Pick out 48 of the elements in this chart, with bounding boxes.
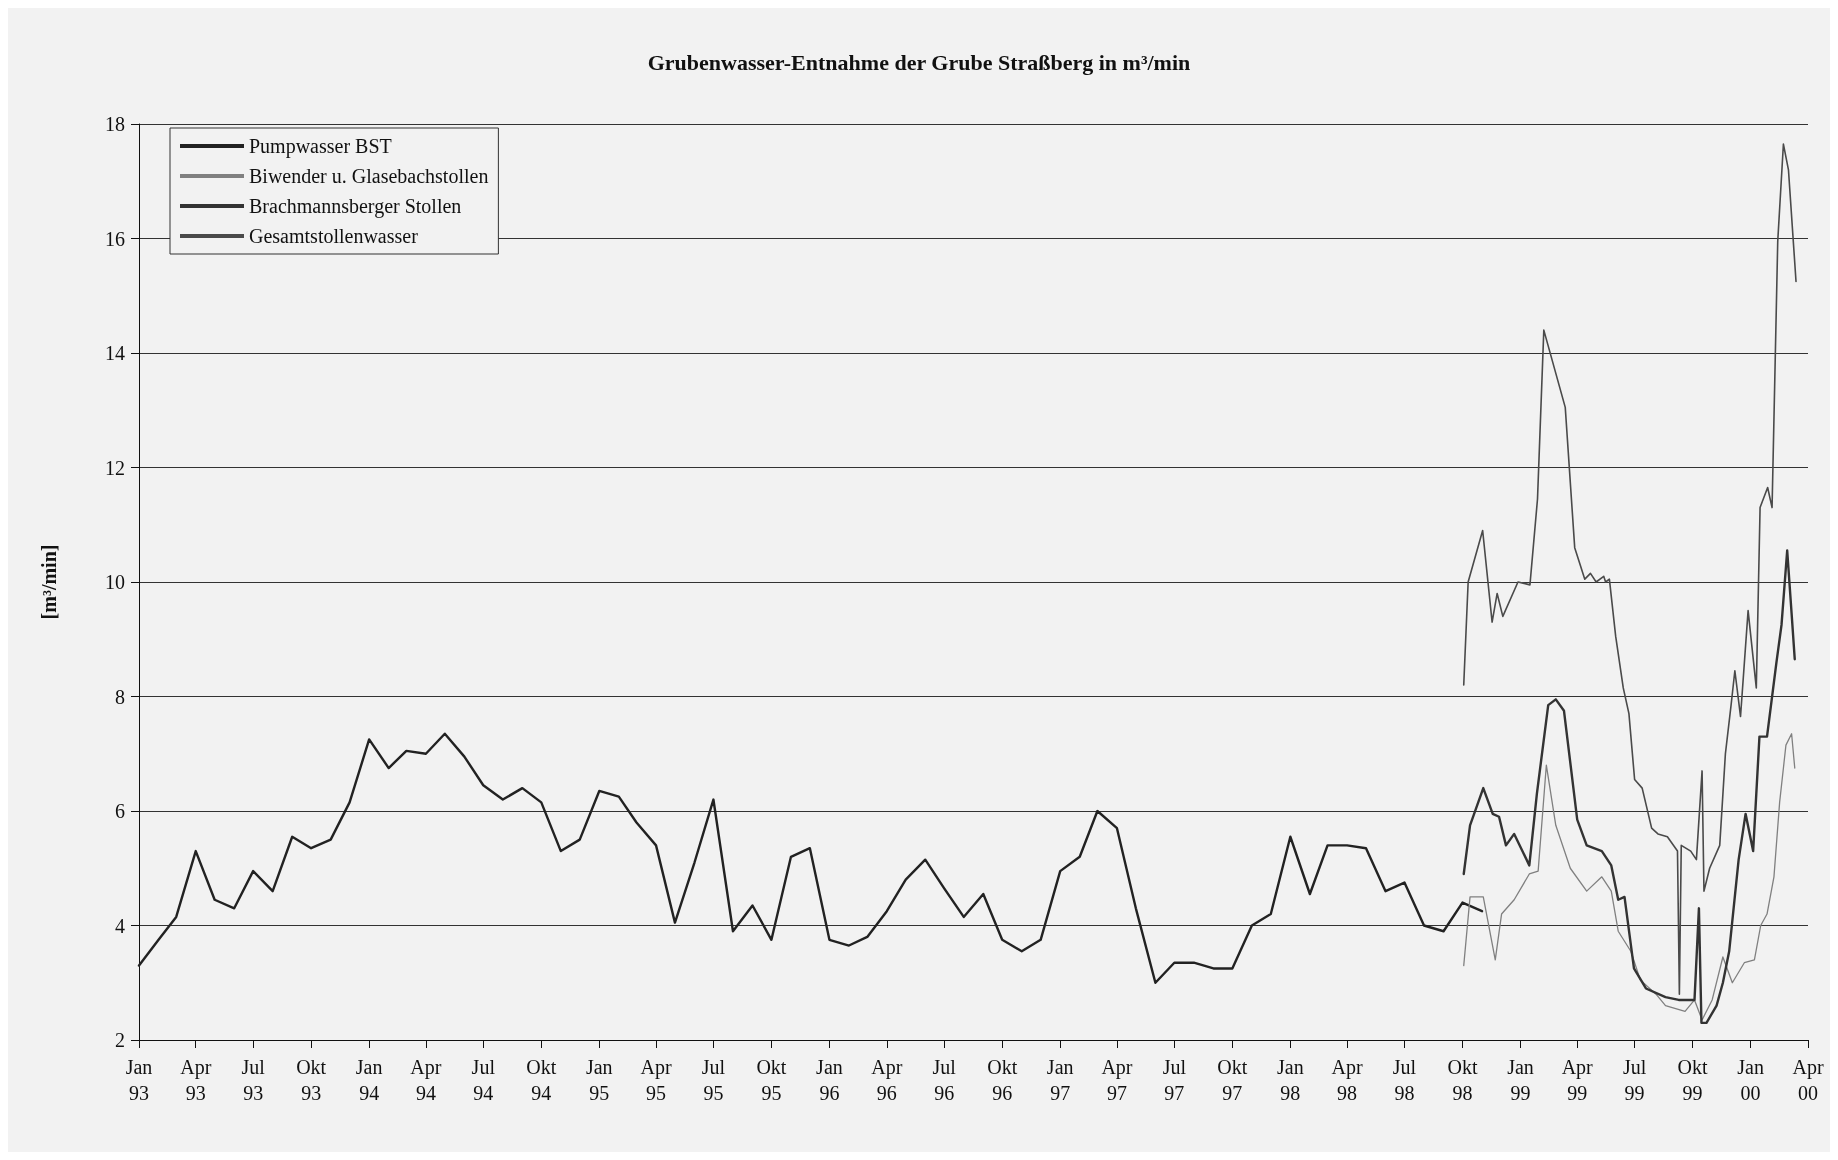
x-tick-label: Jan 93	[125, 1056, 153, 1104]
y-tick-label: 14	[105, 342, 125, 364]
x-tick-label: Apr 96	[871, 1056, 903, 1104]
y-tick-label: 10	[105, 571, 125, 593]
x-tick-label: Jul 98	[1392, 1056, 1417, 1104]
x-tick-label: Okt 97	[1217, 1056, 1248, 1104]
x-tick-label: Apr 93	[180, 1056, 212, 1104]
x-tick-label: Apr 98	[1331, 1056, 1363, 1104]
x-tick-label: Jul 97	[1162, 1056, 1187, 1104]
y-tick-label: 12	[105, 456, 125, 479]
x-tick-label: Jan 97	[1046, 1056, 1074, 1104]
line-series	[137, 732, 1484, 984]
x-tick-label: Okt 93	[296, 1056, 327, 1104]
legend-label: Biwender u. Glasebachstollen	[249, 165, 489, 187]
x-tick-label: Okt 99	[1677, 1056, 1709, 1104]
x-tick-label: Apr 97	[1101, 1056, 1133, 1104]
legend-label: Gesamtstollenwasser	[249, 225, 419, 247]
x-tick-label: Jul 99	[1622, 1056, 1647, 1104]
x-tick-label: Jan 98	[1277, 1056, 1304, 1104]
x-tick-label: Apr 95	[640, 1056, 672, 1104]
x-tick-label: Apr 99	[1561, 1056, 1594, 1104]
x-tick-label: Okt 98	[1447, 1056, 1478, 1104]
x-tick-label: Jul 94	[471, 1056, 496, 1104]
x-tick-label: Jul 93	[241, 1056, 266, 1104]
x-tick-label: Okt 95	[756, 1056, 787, 1104]
x-tick-label: Jul 96	[932, 1056, 957, 1104]
x-tick-label: Jan 96	[816, 1056, 843, 1104]
y-tick-label: 6	[115, 800, 125, 822]
x-tick-label: Okt 94	[526, 1056, 557, 1104]
x-tick-label: Jan 95	[585, 1056, 613, 1104]
legend-label: Pumpwasser BST	[249, 135, 392, 158]
x-tick-label: Okt 96	[987, 1056, 1018, 1104]
y-tick-label: 18	[105, 113, 125, 135]
x-tick-label: Jan 00	[1737, 1056, 1764, 1104]
x-tick-label: Jan 94	[355, 1056, 383, 1104]
y-tick-label: 8	[115, 685, 125, 708]
y-tick-label: 16	[105, 227, 125, 250]
line-series	[1463, 733, 1796, 1021]
x-tick-label: Jan 99	[1507, 1056, 1534, 1104]
chart-title: Grubenwasser-Entnahme der Grube Straßberg in m³/min	[647, 49, 1191, 75]
y-axis-title: [m³/min]	[38, 544, 60, 620]
x-tick-label: Apr 00	[1792, 1056, 1824, 1104]
line-series	[1462, 143, 1797, 995]
x-tick-label: Jul 95	[701, 1056, 726, 1104]
legend-label: Brachmannsberger Stollen	[249, 195, 462, 218]
y-tick-label: 4	[115, 914, 125, 937]
y-tick-label: 2	[115, 1029, 125, 1051]
x-tick-label: Apr 94	[410, 1056, 442, 1104]
